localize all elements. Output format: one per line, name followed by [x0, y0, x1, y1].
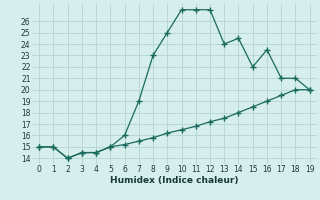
X-axis label: Humidex (Indice chaleur): Humidex (Indice chaleur): [110, 176, 239, 185]
